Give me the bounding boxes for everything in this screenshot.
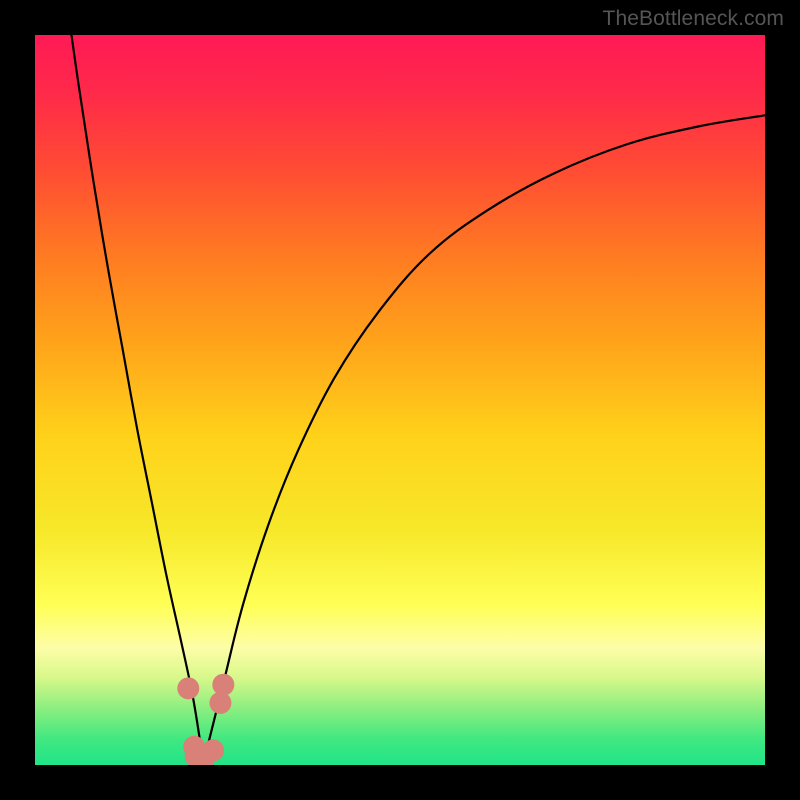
watermark-text: TheBottleneck.com (603, 7, 784, 31)
figure-container: TheBottleneck.com (0, 0, 800, 800)
marker-point (202, 739, 224, 761)
marker-point (212, 674, 234, 696)
bottleneck-chart (0, 0, 800, 800)
plot-background (35, 35, 765, 765)
marker-point (177, 677, 199, 699)
